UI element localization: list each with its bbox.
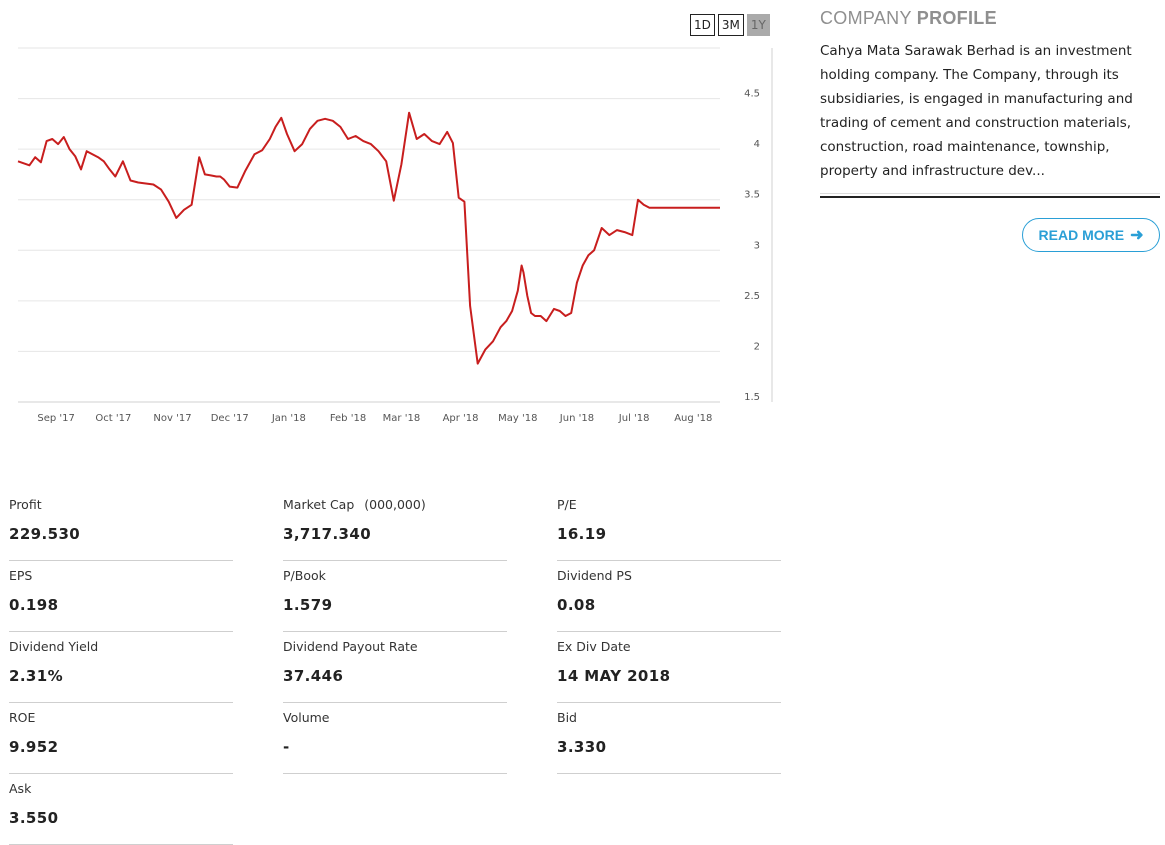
profile-divider — [820, 193, 1160, 198]
stat-dividend-ps: Dividend PS 0.08 — [557, 561, 781, 632]
stat-value: 3.330 — [557, 738, 607, 756]
stat-ask: Ask 3.550 — [9, 774, 233, 845]
stat-value: - — [283, 738, 290, 756]
stat-label: Ask — [9, 781, 32, 796]
profile-description: Cahya Mata Sarawak Berhad is an investme… — [820, 43, 1133, 179]
stat-label: Profit — [9, 497, 42, 512]
stat-label: Bid — [557, 710, 577, 725]
stat-label: Ex Div Date — [557, 639, 631, 654]
range-1d-button[interactable]: 1D — [690, 14, 715, 36]
y-tick-label: 3 — [754, 240, 760, 251]
stat-roe: ROE 9.952 — [9, 703, 233, 774]
x-tick-label: Jul '18 — [618, 413, 650, 424]
stat-label: Dividend PS — [557, 568, 632, 583]
x-axis-ticks: Sep '17 Oct '17 Nov '17 Dec '17 Jan '18 Feb '… — [37, 413, 712, 424]
stat-dividend-payout-rate: Dividend Payout Rate 37.446 — [283, 632, 507, 703]
company-profile: COMPANY PROFILE Cahya Mata Sarawak Berha… — [820, 8, 1160, 252]
stat-label: EPS — [9, 568, 33, 583]
stat-value: 229.530 — [9, 525, 81, 543]
arrow-right-icon: ➜ — [1130, 227, 1144, 244]
stat-value: 3.550 — [9, 809, 59, 827]
y-tick-label: 2.5 — [744, 291, 760, 302]
stat-pe: P/E 16.19 — [557, 490, 781, 561]
price-line — [17, 111, 720, 365]
stat-label: ROE — [9, 710, 36, 725]
stat-p-book: P/Book 1.579 — [283, 561, 507, 632]
stat-label: Dividend Payout Rate — [283, 639, 418, 654]
read-more-label: READ MORE — [1038, 227, 1125, 243]
x-tick-label: Jun '18 — [559, 413, 594, 424]
price-chart[interactable]: 1.5 2 2.5 3 3.5 4 4.5 Sep '17 Oct '17 Nov '17 Dec… — [0, 36, 790, 436]
y-tick-label: 2 — [754, 341, 760, 352]
stat-dividend-yield: Dividend Yield 2.31% — [9, 632, 233, 703]
stat-volume: Volume - — [283, 703, 507, 774]
x-tick-label: Feb '18 — [330, 413, 366, 424]
x-tick-label: Sep '17 — [37, 413, 75, 424]
stat-label-unit: (000,000) — [364, 497, 426, 512]
x-tick-label: Jan '18 — [271, 413, 306, 424]
stat-eps: EPS 0.198 — [9, 561, 233, 632]
x-tick-label: May '18 — [498, 413, 537, 424]
x-tick-label: Nov '17 — [153, 413, 191, 424]
stat-label-text: Market Cap — [283, 497, 355, 512]
profile-heading-bold: PROFILE — [916, 8, 997, 28]
x-tick-label: Apr '18 — [443, 413, 479, 424]
x-tick-label: Aug '18 — [674, 413, 712, 424]
stat-value: 37.446 — [283, 667, 344, 685]
stat-label: P/Book — [283, 568, 326, 583]
stat-ex-div-date: Ex Div Date 14 MAY 2018 — [557, 632, 781, 703]
stat-value: 0.08 — [557, 596, 596, 614]
stat-label: Dividend Yield — [9, 639, 99, 654]
stat-label: Market Cap (000,000) — [283, 497, 426, 512]
stat-bid: Bid 3.330 — [557, 703, 781, 774]
stat-label: P/E — [557, 497, 577, 512]
range-3m-button[interactable]: 3M — [717, 14, 744, 36]
y-tick-label: 4.5 — [744, 89, 760, 100]
x-tick-label: Mar '18 — [383, 413, 421, 424]
stat-value: 14 MAY 2018 — [557, 667, 671, 685]
profile-heading: COMPANY PROFILE — [820, 8, 1160, 29]
y-axis-ticks: 1.5 2 2.5 3 3.5 4 4.5 — [744, 89, 760, 403]
stat-value: 16.19 — [557, 525, 607, 543]
profile-heading-light: COMPANY — [820, 8, 912, 28]
x-tick-label: Oct '17 — [95, 413, 131, 424]
stat-market-cap: Market Cap (000,000) 3,717.340 — [283, 490, 507, 561]
stat-value: 1.579 — [283, 596, 333, 614]
range-1y-button[interactable]: 1Y — [746, 14, 770, 36]
y-tick-label: 3.5 — [744, 190, 760, 201]
y-tick-label: 1.5 — [744, 392, 760, 403]
range-selector: 1D 3M 1Y — [690, 14, 770, 36]
read-more-button[interactable]: READ MORE ➜ — [1022, 218, 1160, 252]
y-tick-label: 4 — [754, 139, 760, 150]
key-stats: Profit 229.530 Market Cap (000,000) 3,717… — [9, 490, 783, 845]
stat-profit: Profit 229.530 — [9, 490, 233, 561]
x-tick-label: Dec '17 — [211, 413, 249, 424]
price-series — [17, 111, 720, 365]
chart-grid — [18, 47, 773, 403]
stat-value: 2.31% — [9, 667, 64, 685]
stat-value: 0.198 — [9, 596, 59, 614]
stat-label: Volume — [283, 710, 330, 725]
stat-value: 9.952 — [9, 738, 59, 756]
stat-value: 3,717.340 — [283, 525, 372, 543]
